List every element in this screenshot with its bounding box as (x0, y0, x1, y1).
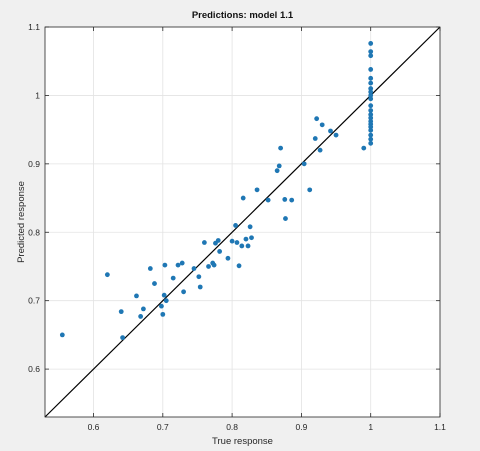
y-tick-label: 0.8 (28, 227, 40, 237)
x-tick-label: 1 (368, 422, 373, 432)
data-point (368, 127, 374, 133)
data-point (368, 49, 374, 55)
data-point (249, 235, 254, 241)
data-point (368, 136, 374, 142)
chart-title: Predictions: model 1.1 (192, 10, 294, 21)
data-point (104, 272, 110, 278)
y-tick-label: 0.6 (28, 364, 40, 374)
x-tick-label: 1.1 (434, 422, 446, 432)
data-point (179, 260, 185, 266)
data-point (211, 262, 217, 268)
data-point (206, 264, 211, 269)
data-point (175, 262, 181, 268)
data-point (368, 80, 374, 86)
tick-marks (45, 26, 441, 417)
data-point (368, 53, 374, 59)
data-point (368, 89, 374, 95)
data-point (59, 332, 65, 338)
y-tick-label: 0.9 (28, 159, 40, 169)
data-point (161, 292, 167, 298)
data-point (328, 128, 333, 134)
y-tick-label: 1 (35, 90, 40, 100)
data-point (361, 145, 367, 151)
data-point (368, 67, 374, 72)
data-point (283, 216, 288, 221)
data-point (368, 132, 374, 138)
data-point (159, 303, 164, 309)
data-point (254, 187, 260, 193)
data-point (118, 309, 124, 315)
data-point (245, 243, 251, 249)
data-point (247, 224, 253, 230)
reference-line-layer (44, 26, 441, 418)
data-point (243, 236, 249, 242)
data-point (152, 281, 157, 286)
data-point (301, 161, 307, 167)
data-point (368, 115, 374, 121)
x-tick-label: 0.7 (157, 422, 169, 432)
data-point (170, 275, 176, 281)
data-point (368, 41, 374, 46)
axes-box (44, 26, 441, 418)
data-point (307, 187, 313, 193)
y-tick-labels: 0.6 0.7 0.8 0.9 1 1.1 (28, 22, 40, 374)
data-point (333, 132, 339, 138)
data-point (368, 108, 374, 113)
data-points (59, 41, 374, 341)
data-point (289, 197, 295, 203)
x-tick-labels: 0.6 0.7 0.8 0.9 1 1.1 (88, 422, 447, 432)
data-point (368, 86, 374, 91)
data-point (317, 147, 323, 153)
data-point (138, 314, 144, 319)
data-point (368, 124, 374, 130)
y-tick-label: 0.7 (28, 296, 40, 306)
data-point (368, 112, 374, 117)
data-point (276, 163, 282, 169)
data-point (191, 266, 197, 271)
data-point (319, 122, 325, 128)
data-point (368, 103, 374, 109)
data-point (225, 255, 231, 261)
y-tick-label: 1.1 (28, 22, 40, 32)
data-point (368, 96, 374, 102)
data-point (314, 116, 320, 122)
data-point (312, 136, 318, 141)
data-point (278, 145, 284, 151)
reference-line (44, 26, 441, 418)
data-point (240, 195, 246, 201)
data-point (282, 197, 288, 202)
x-tick-label: 0.9 (295, 422, 307, 432)
data-point (215, 238, 221, 243)
data-point (163, 298, 169, 304)
data-point (147, 266, 153, 271)
data-point (239, 243, 245, 249)
data-point (233, 223, 238, 228)
data-point (181, 289, 186, 295)
data-point (162, 262, 168, 268)
data-point (368, 75, 374, 81)
data-point (236, 263, 242, 269)
data-point (265, 197, 271, 203)
x-tick-label: 0.6 (88, 422, 100, 432)
x-axis-label: True response (212, 436, 273, 447)
data-point (141, 306, 146, 312)
data-point (160, 311, 166, 317)
data-point (368, 93, 374, 98)
data-point (274, 168, 280, 174)
data-point (217, 249, 223, 254)
data-point (234, 240, 240, 245)
data-point (368, 140, 374, 146)
data-point (229, 238, 235, 244)
data-point (120, 335, 126, 341)
data-point (134, 293, 139, 299)
data-point (197, 284, 203, 290)
data-point (196, 274, 202, 280)
x-tick-label: 0.8 (226, 422, 238, 432)
data-point (201, 240, 207, 245)
y-axis-label: Predicted response (16, 181, 27, 263)
